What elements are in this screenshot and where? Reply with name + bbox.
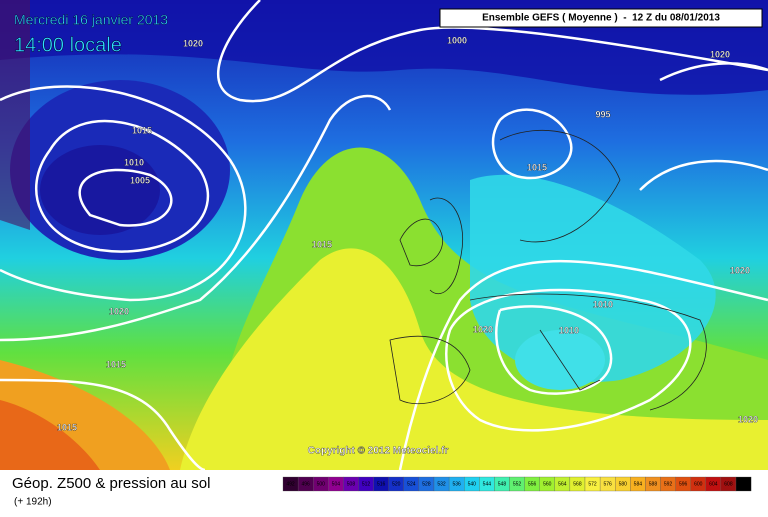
legend-label: 600 [694, 481, 703, 487]
legend-label: 564 [558, 481, 567, 487]
isobar-label: 1015 [527, 162, 547, 172]
legend-label: 592 [664, 481, 673, 487]
legend-label: 496 [301, 481, 310, 487]
legend-label: 504 [332, 481, 341, 487]
isobar-label: 1010 [559, 325, 579, 335]
legend-label: 604 [709, 481, 718, 487]
legend-label: 492 [286, 481, 295, 487]
isobar-label: 1010 [593, 299, 613, 309]
model-info: Ensemble GEFS ( Moyenne ) - 12 Z du 08/0… [482, 13, 720, 24]
legend-label: 548 [498, 481, 507, 487]
model-box [439, 8, 763, 28]
isobar-label: 1010 [124, 157, 144, 167]
copyright: Copyright © 2012 Meteociel.fr [308, 446, 449, 457]
legend-label: 588 [649, 481, 658, 487]
isobar-label: 1000 [447, 35, 467, 45]
legend-label: 580 [619, 481, 628, 487]
header-left: Mercredi 16 janvier 2013 14:00 locale [14, 12, 169, 57]
isobar-label: 1020 [710, 49, 730, 59]
legend-label: 596 [679, 481, 688, 487]
isobar-label: 1020 [738, 414, 758, 424]
legend-label: 568 [573, 481, 582, 487]
legend-label: 524 [407, 481, 416, 487]
legend-label: 500 [317, 481, 326, 487]
legend-label: 516 [377, 481, 386, 487]
footer-lead: (+ 192h) [14, 497, 52, 508]
isobar-label: 1020 [183, 38, 203, 48]
time: 14:00 locale [14, 34, 122, 56]
legend: 492 496 500 504 508 512 516 520 524 528 532 536 540 5… [282, 476, 752, 492]
isobar-label: 1015 [132, 125, 152, 135]
legend-label: 612 [739, 481, 748, 487]
isobar-label: 1015 [57, 422, 77, 432]
map [0, 0, 768, 472]
legend-swatch [735, 476, 752, 492]
isobar-label: 1015 [312, 239, 332, 249]
isobar-label: 1020 [730, 265, 750, 275]
isobar-label: 1020 [109, 306, 129, 316]
legend-label: 540 [468, 481, 477, 487]
legend-label: 528 [422, 481, 431, 487]
legend-label: 560 [543, 481, 552, 487]
legend-label: 512 [362, 481, 371, 487]
legend-label: 556 [528, 481, 537, 487]
isobar-label: 1015 [106, 359, 126, 369]
legend-label: 544 [483, 481, 492, 487]
legend-label: 608 [724, 481, 733, 487]
date: Mercredi 16 janvier 2013 [14, 12, 168, 28]
legend-label: 552 [513, 481, 522, 487]
legend-label: 532 [437, 481, 446, 487]
legend-label: 572 [588, 481, 597, 487]
legend-label: 508 [347, 481, 356, 487]
isobar-label: 995 [595, 109, 610, 119]
isobar-label: 1005 [130, 175, 150, 185]
legend-label: 520 [392, 481, 401, 487]
footer-title: Géop. Z500 & pression au sol [12, 475, 210, 492]
legend-label: 584 [634, 481, 643, 487]
legend-label: 536 [452, 481, 461, 487]
legend-label: 576 [603, 481, 612, 487]
isobar-label: 1020 [473, 324, 493, 334]
isobar-labels: 1020 1015 1010 1005 1000 995 1015 1015 1020 1010 1… [57, 35, 758, 432]
